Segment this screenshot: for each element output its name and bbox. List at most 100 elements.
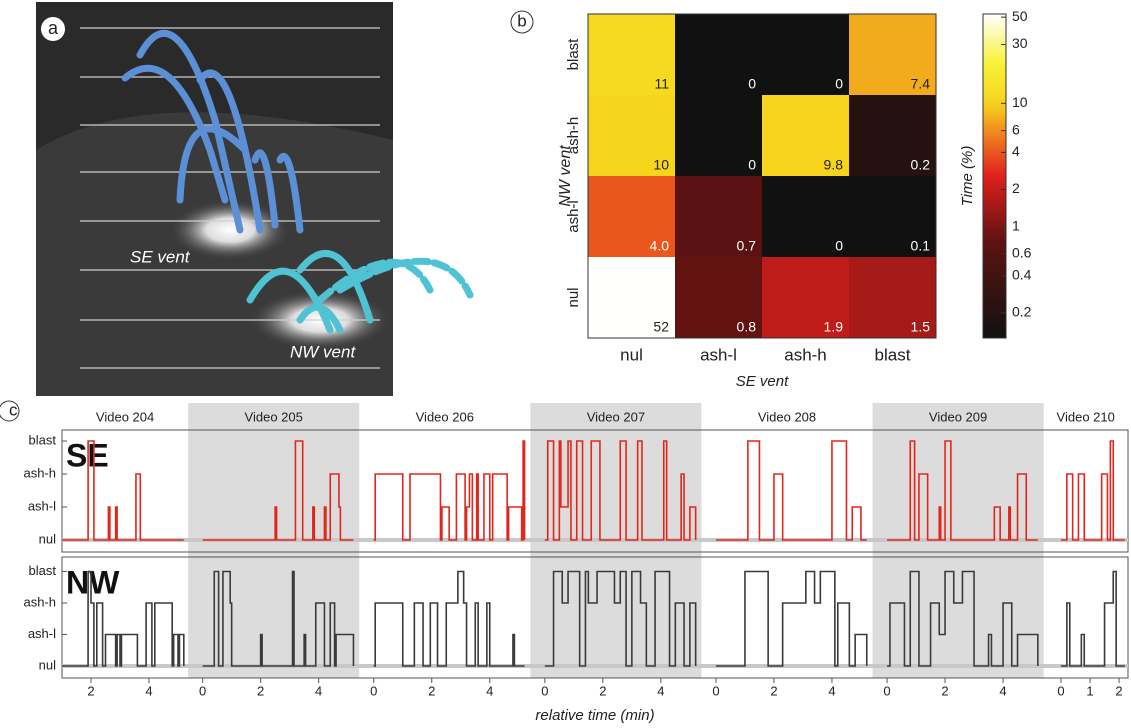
x-tick-label: 2 <box>87 683 94 698</box>
panel-label: a <box>48 18 59 38</box>
x-tick-label: 4 <box>999 683 1006 698</box>
x-tick-label: 4 <box>315 683 322 698</box>
heatmap-cell <box>849 95 936 176</box>
y-tick-label: nul <box>39 531 56 546</box>
photo-panel: a SE vent NW vent <box>36 2 474 397</box>
x-tick-label: 0 <box>370 683 377 698</box>
cell-label: 0 <box>835 238 843 254</box>
colorbar-tick-label: 0.2 <box>1012 304 1032 320</box>
cell-label: 0.8 <box>737 319 757 335</box>
cell-label: 11 <box>654 76 669 92</box>
x-tick-label: 0 <box>712 683 719 698</box>
x-tick-label: 2 <box>941 683 948 698</box>
colorbar-tick-label: 1 <box>1012 217 1020 233</box>
x-axis-label: relative time (min) <box>535 707 654 724</box>
colorbar-tick-label: 10 <box>1012 94 1028 110</box>
x-tick-label: 0 <box>1057 683 1064 698</box>
colorbar-tick-label: 30 <box>1012 35 1028 51</box>
cell-label: 1.5 <box>911 319 931 335</box>
x-tick-label: 0 <box>541 683 548 698</box>
cell-label: 1.9 <box>824 319 844 335</box>
video-label: Video 204 <box>96 409 154 424</box>
state-line <box>202 440 354 541</box>
y-tick-label: ash-h <box>23 594 56 609</box>
heatmap-cell <box>588 95 675 176</box>
video-label: Video 207 <box>587 409 645 424</box>
cell-label: 0.1 <box>911 238 931 254</box>
x-tick-label: nul <box>620 345 643 364</box>
y-tick-label: ash-l <box>565 200 582 233</box>
state-line <box>1061 440 1125 541</box>
heatmap-cell <box>675 257 762 338</box>
x-tick-label: 2 <box>1115 683 1122 698</box>
heatmap-cell <box>675 176 762 257</box>
series-label: NW <box>66 564 120 600</box>
x-tick-label: 4 <box>828 683 835 698</box>
y-tick-label: nul <box>39 657 56 672</box>
cell-label: 10 <box>653 157 669 173</box>
heatmap-cell <box>849 14 936 95</box>
heatmap-cell <box>762 257 849 338</box>
x-tick-label: 0 <box>883 683 890 698</box>
heatmap-cell <box>675 95 762 176</box>
y-tick-label: nul <box>565 287 582 307</box>
heatmap-frame <box>587 13 937 339</box>
state-line <box>202 570 355 667</box>
state-line <box>715 570 868 667</box>
heatmap-cell <box>762 14 849 95</box>
state-line <box>62 570 185 667</box>
cell-label: 0.2 <box>911 157 931 173</box>
vent-label: NW vent <box>290 342 356 361</box>
colorbar-tick-label: 6 <box>1012 121 1020 137</box>
x-tick-label: 2 <box>770 683 777 698</box>
video-label: Video 208 <box>758 409 816 424</box>
panel-badge <box>510 10 534 34</box>
colorbar-tick-label: 0.4 <box>1012 266 1032 282</box>
heatmap-cell <box>762 95 849 176</box>
panel-badge <box>0 400 20 422</box>
y-tick-label: ash-h <box>23 465 56 480</box>
video-label: Video 205 <box>245 409 303 424</box>
y-tick-label: blast <box>29 432 57 447</box>
cell-label: 4.0 <box>650 238 670 254</box>
y-tick-label: blast <box>565 38 582 71</box>
colorbar-tick-label: 0.6 <box>1012 245 1032 261</box>
x-tick-label: 4 <box>486 683 493 698</box>
x-tick-label: 2 <box>428 683 435 698</box>
colorbar-tick-label: 50 <box>1012 8 1028 24</box>
colorbar-label: Time (%) <box>959 146 976 207</box>
x-tick-label: 1 <box>1086 683 1093 698</box>
video-label: Video 206 <box>416 409 474 424</box>
y-axis-label: NW vent <box>557 145 574 207</box>
colorbar <box>982 13 1007 339</box>
y-tick-label: ash-l <box>28 498 56 513</box>
video-label: Video 209 <box>929 409 987 424</box>
state-line <box>887 570 1039 667</box>
x-tick-label: ash-h <box>784 345 827 364</box>
trajectories-se <box>121 29 304 234</box>
x-tick-label: 2 <box>257 683 264 698</box>
state-line <box>887 440 1038 541</box>
cell-label: 0 <box>748 157 756 173</box>
heatmap-cell <box>849 257 936 338</box>
axis-frame <box>61 429 1129 553</box>
y-tick-label: ash-l <box>28 626 56 641</box>
x-tick-label: ash-l <box>700 345 737 364</box>
x-axis-label: SE vent <box>736 373 789 390</box>
heatmap-cell <box>588 14 675 95</box>
cell-label: 0.7 <box>737 238 757 254</box>
cell-label: 0 <box>748 76 756 92</box>
x-tick-label: 0 <box>199 683 206 698</box>
panel-label: b <box>517 11 526 30</box>
state-line <box>715 440 867 541</box>
cell-label: 52 <box>653 319 669 335</box>
heatmap-cell <box>588 176 675 257</box>
y-tick-label: blast <box>29 563 57 578</box>
x-tick-label: blast <box>875 345 911 364</box>
cell-label: 0 <box>835 76 843 92</box>
x-tick-label: 2 <box>599 683 606 698</box>
cell-label: 9.8 <box>824 157 844 173</box>
x-tick-label: 4 <box>145 683 152 698</box>
state-line <box>62 440 184 541</box>
panel-label: c <box>9 400 18 419</box>
